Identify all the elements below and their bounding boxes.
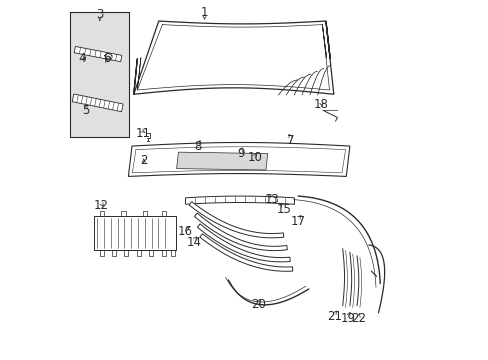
Text: 4: 4	[79, 52, 86, 65]
Text: 1: 1	[201, 6, 208, 19]
Text: 7: 7	[286, 134, 294, 147]
Text: 18: 18	[313, 99, 328, 112]
Polygon shape	[74, 46, 122, 62]
Text: 14: 14	[186, 236, 201, 249]
Text: 10: 10	[247, 151, 262, 165]
Polygon shape	[72, 94, 123, 112]
Text: 2: 2	[140, 154, 147, 167]
Text: 13: 13	[264, 193, 279, 206]
FancyBboxPatch shape	[70, 12, 129, 137]
Text: 6: 6	[103, 52, 110, 65]
Polygon shape	[194, 213, 287, 251]
Text: 9: 9	[237, 147, 244, 160]
Text: 22: 22	[350, 312, 366, 325]
Text: 8: 8	[194, 140, 202, 153]
Text: 17: 17	[290, 215, 305, 228]
Polygon shape	[197, 224, 290, 262]
Text: 16: 16	[178, 225, 193, 238]
Polygon shape	[94, 216, 176, 249]
Text: 21: 21	[326, 310, 341, 323]
Polygon shape	[200, 234, 292, 271]
Text: 11: 11	[135, 127, 150, 140]
Text: 5: 5	[81, 104, 89, 117]
Text: 12: 12	[93, 198, 108, 212]
Text: 20: 20	[251, 298, 265, 311]
Polygon shape	[176, 152, 267, 170]
Text: 19: 19	[340, 312, 355, 325]
Polygon shape	[134, 21, 333, 94]
Polygon shape	[185, 196, 294, 204]
Polygon shape	[128, 143, 349, 176]
Polygon shape	[189, 202, 283, 238]
Text: 15: 15	[276, 203, 291, 216]
Text: 3: 3	[96, 9, 103, 22]
